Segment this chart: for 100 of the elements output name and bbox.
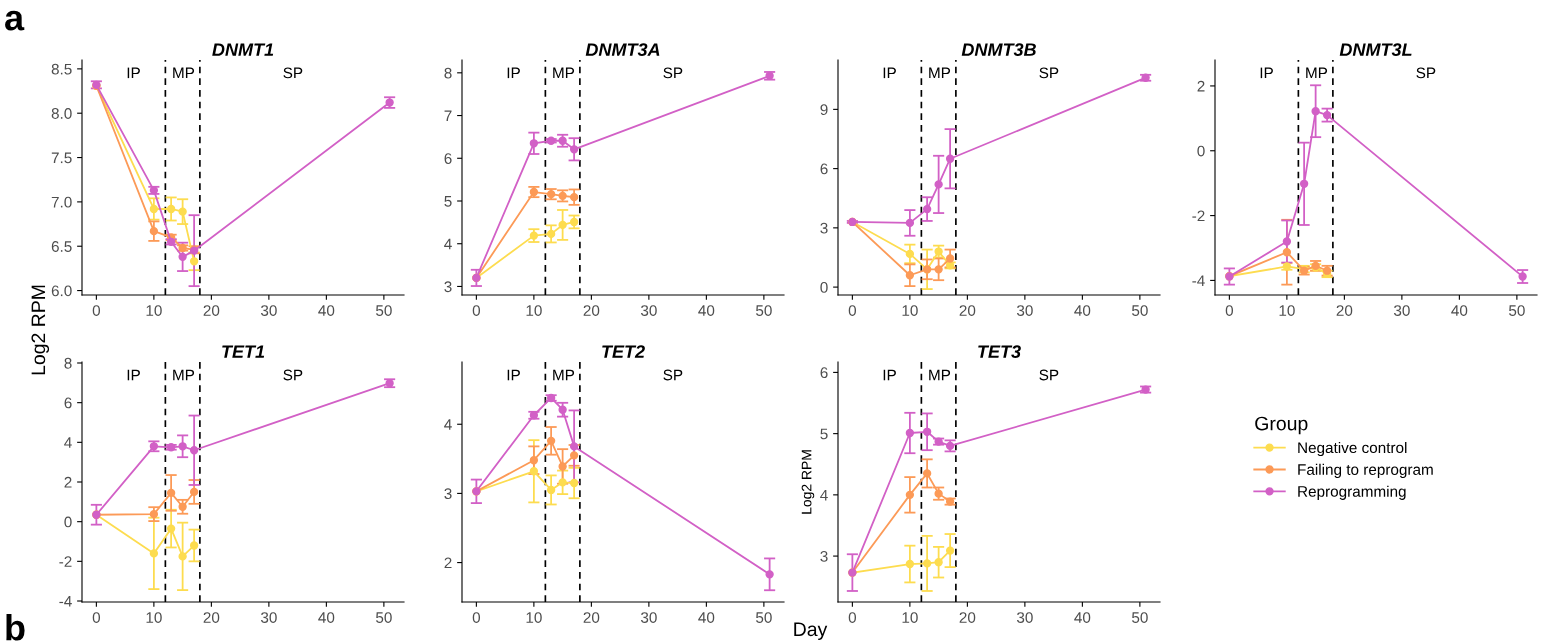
x-tick-label: 50 — [1508, 305, 1525, 316]
y-axis-title: Log2 RPM — [31, 285, 50, 375]
point — [529, 456, 539, 465]
y-tick-label: 3 — [444, 488, 452, 500]
point — [558, 405, 567, 414]
x-tick-label: 50 — [375, 612, 392, 623]
annotation: IP — [127, 67, 140, 79]
annotation: IP — [127, 369, 140, 381]
x-tick-label: 0 — [92, 305, 101, 316]
point — [1282, 248, 1292, 257]
annotation: MP — [929, 67, 951, 79]
point — [905, 559, 915, 569]
y-tick-label: 4 — [820, 489, 828, 501]
text: a — [5, 10, 25, 31]
annotation: MP — [929, 369, 951, 381]
x-tick-label: 10 — [146, 612, 162, 623]
point — [569, 192, 579, 202]
annotation: SP — [1039, 369, 1059, 381]
x-tick-label: 30 — [1393, 305, 1410, 316]
y-tick-label: 6.0 — [51, 285, 72, 297]
y-tick-label: 7 — [444, 110, 452, 122]
chart-title: TET3 — [978, 345, 1021, 359]
point — [905, 490, 915, 500]
y-tick-label: 6 — [820, 367, 828, 379]
y-axis-title: Log2 RPM — [801, 450, 815, 514]
point — [149, 204, 159, 214]
y-tick-label: 2 — [444, 557, 452, 569]
legend-label: Failing to reprogram — [1298, 463, 1433, 478]
point — [189, 487, 199, 497]
chart-title: TET2 — [602, 345, 645, 358]
x-tick-label: 40 — [698, 612, 715, 623]
annotation: IP — [883, 67, 896, 79]
legend-label: Negative control — [1298, 441, 1407, 457]
point — [945, 546, 955, 555]
point — [905, 428, 915, 438]
annotation: MP — [1306, 67, 1328, 79]
point — [149, 226, 159, 236]
point — [178, 442, 187, 451]
point — [558, 478, 567, 487]
point — [1299, 179, 1309, 188]
y-tick-label: 0 — [1197, 145, 1205, 157]
point — [934, 180, 943, 189]
point — [178, 207, 187, 216]
x-tick-label: 20 — [203, 612, 220, 623]
point — [189, 446, 199, 455]
x-tick-label: 40 — [1451, 305, 1468, 316]
point — [945, 254, 955, 263]
x-tick-label: 20 — [959, 612, 976, 623]
x-tick-label: 0 — [848, 612, 857, 623]
x-tick-label: 0 — [92, 612, 101, 623]
x-tick-label: 20 — [203, 305, 220, 316]
point — [529, 139, 539, 148]
point — [558, 220, 567, 230]
x-tick-label: 0 — [472, 612, 481, 623]
point — [905, 271, 915, 280]
annotation: MP — [173, 369, 195, 381]
chart-title: DNMT3B — [961, 43, 1036, 57]
y-tick-label: 7.5 — [51, 152, 72, 164]
y-tick-label: -4 — [59, 596, 72, 607]
point — [546, 436, 556, 446]
text: b — [6, 614, 25, 641]
annotation: IP — [1260, 67, 1273, 79]
y-tick-label: 3 — [820, 550, 828, 562]
annotation: IP — [507, 369, 520, 381]
y-tick-label: 8 — [444, 67, 452, 79]
point — [765, 570, 774, 579]
y-tick-label: 0 — [64, 516, 72, 528]
point — [569, 442, 579, 451]
y-tick-label: 2 — [1197, 80, 1205, 92]
chart-title: DNMT3L — [1339, 43, 1412, 57]
point — [922, 559, 932, 568]
x-tick-label: 20 — [1336, 305, 1353, 316]
point — [166, 524, 176, 533]
x-tick-label: 10 — [902, 305, 918, 316]
point — [166, 204, 176, 214]
y-tick-label: 8 — [64, 357, 72, 369]
point — [945, 154, 955, 163]
x-tick-label: 0 — [472, 305, 481, 316]
y-tick-label: 6 — [444, 153, 452, 164]
x-tick-label: 30 — [1016, 305, 1033, 316]
point — [529, 467, 539, 476]
y-tick-label: 3 — [820, 222, 828, 234]
y-tick-label: -2 — [1192, 210, 1205, 222]
y-tick-label: 7.0 — [51, 196, 72, 208]
y-tick-label: 8.0 — [51, 108, 72, 119]
annotation: SP — [663, 67, 683, 79]
y-tick-label: 5 — [820, 428, 828, 440]
point — [546, 485, 556, 495]
y-tick-label: -4 — [1192, 275, 1205, 286]
x-tick-label: 10 — [902, 612, 918, 623]
y-tick-label: 0 — [820, 281, 828, 293]
annotation: IP — [507, 67, 520, 79]
x-tick-label: 10 — [526, 305, 542, 316]
point — [166, 488, 176, 498]
x-tick-label: 30 — [1016, 612, 1033, 623]
point — [189, 541, 199, 550]
legend-label: Reprogramming — [1298, 485, 1406, 500]
chart-title: DNMT1 — [212, 43, 274, 56]
x-tick-label: 50 — [755, 305, 772, 316]
annotation: SP — [283, 67, 303, 79]
